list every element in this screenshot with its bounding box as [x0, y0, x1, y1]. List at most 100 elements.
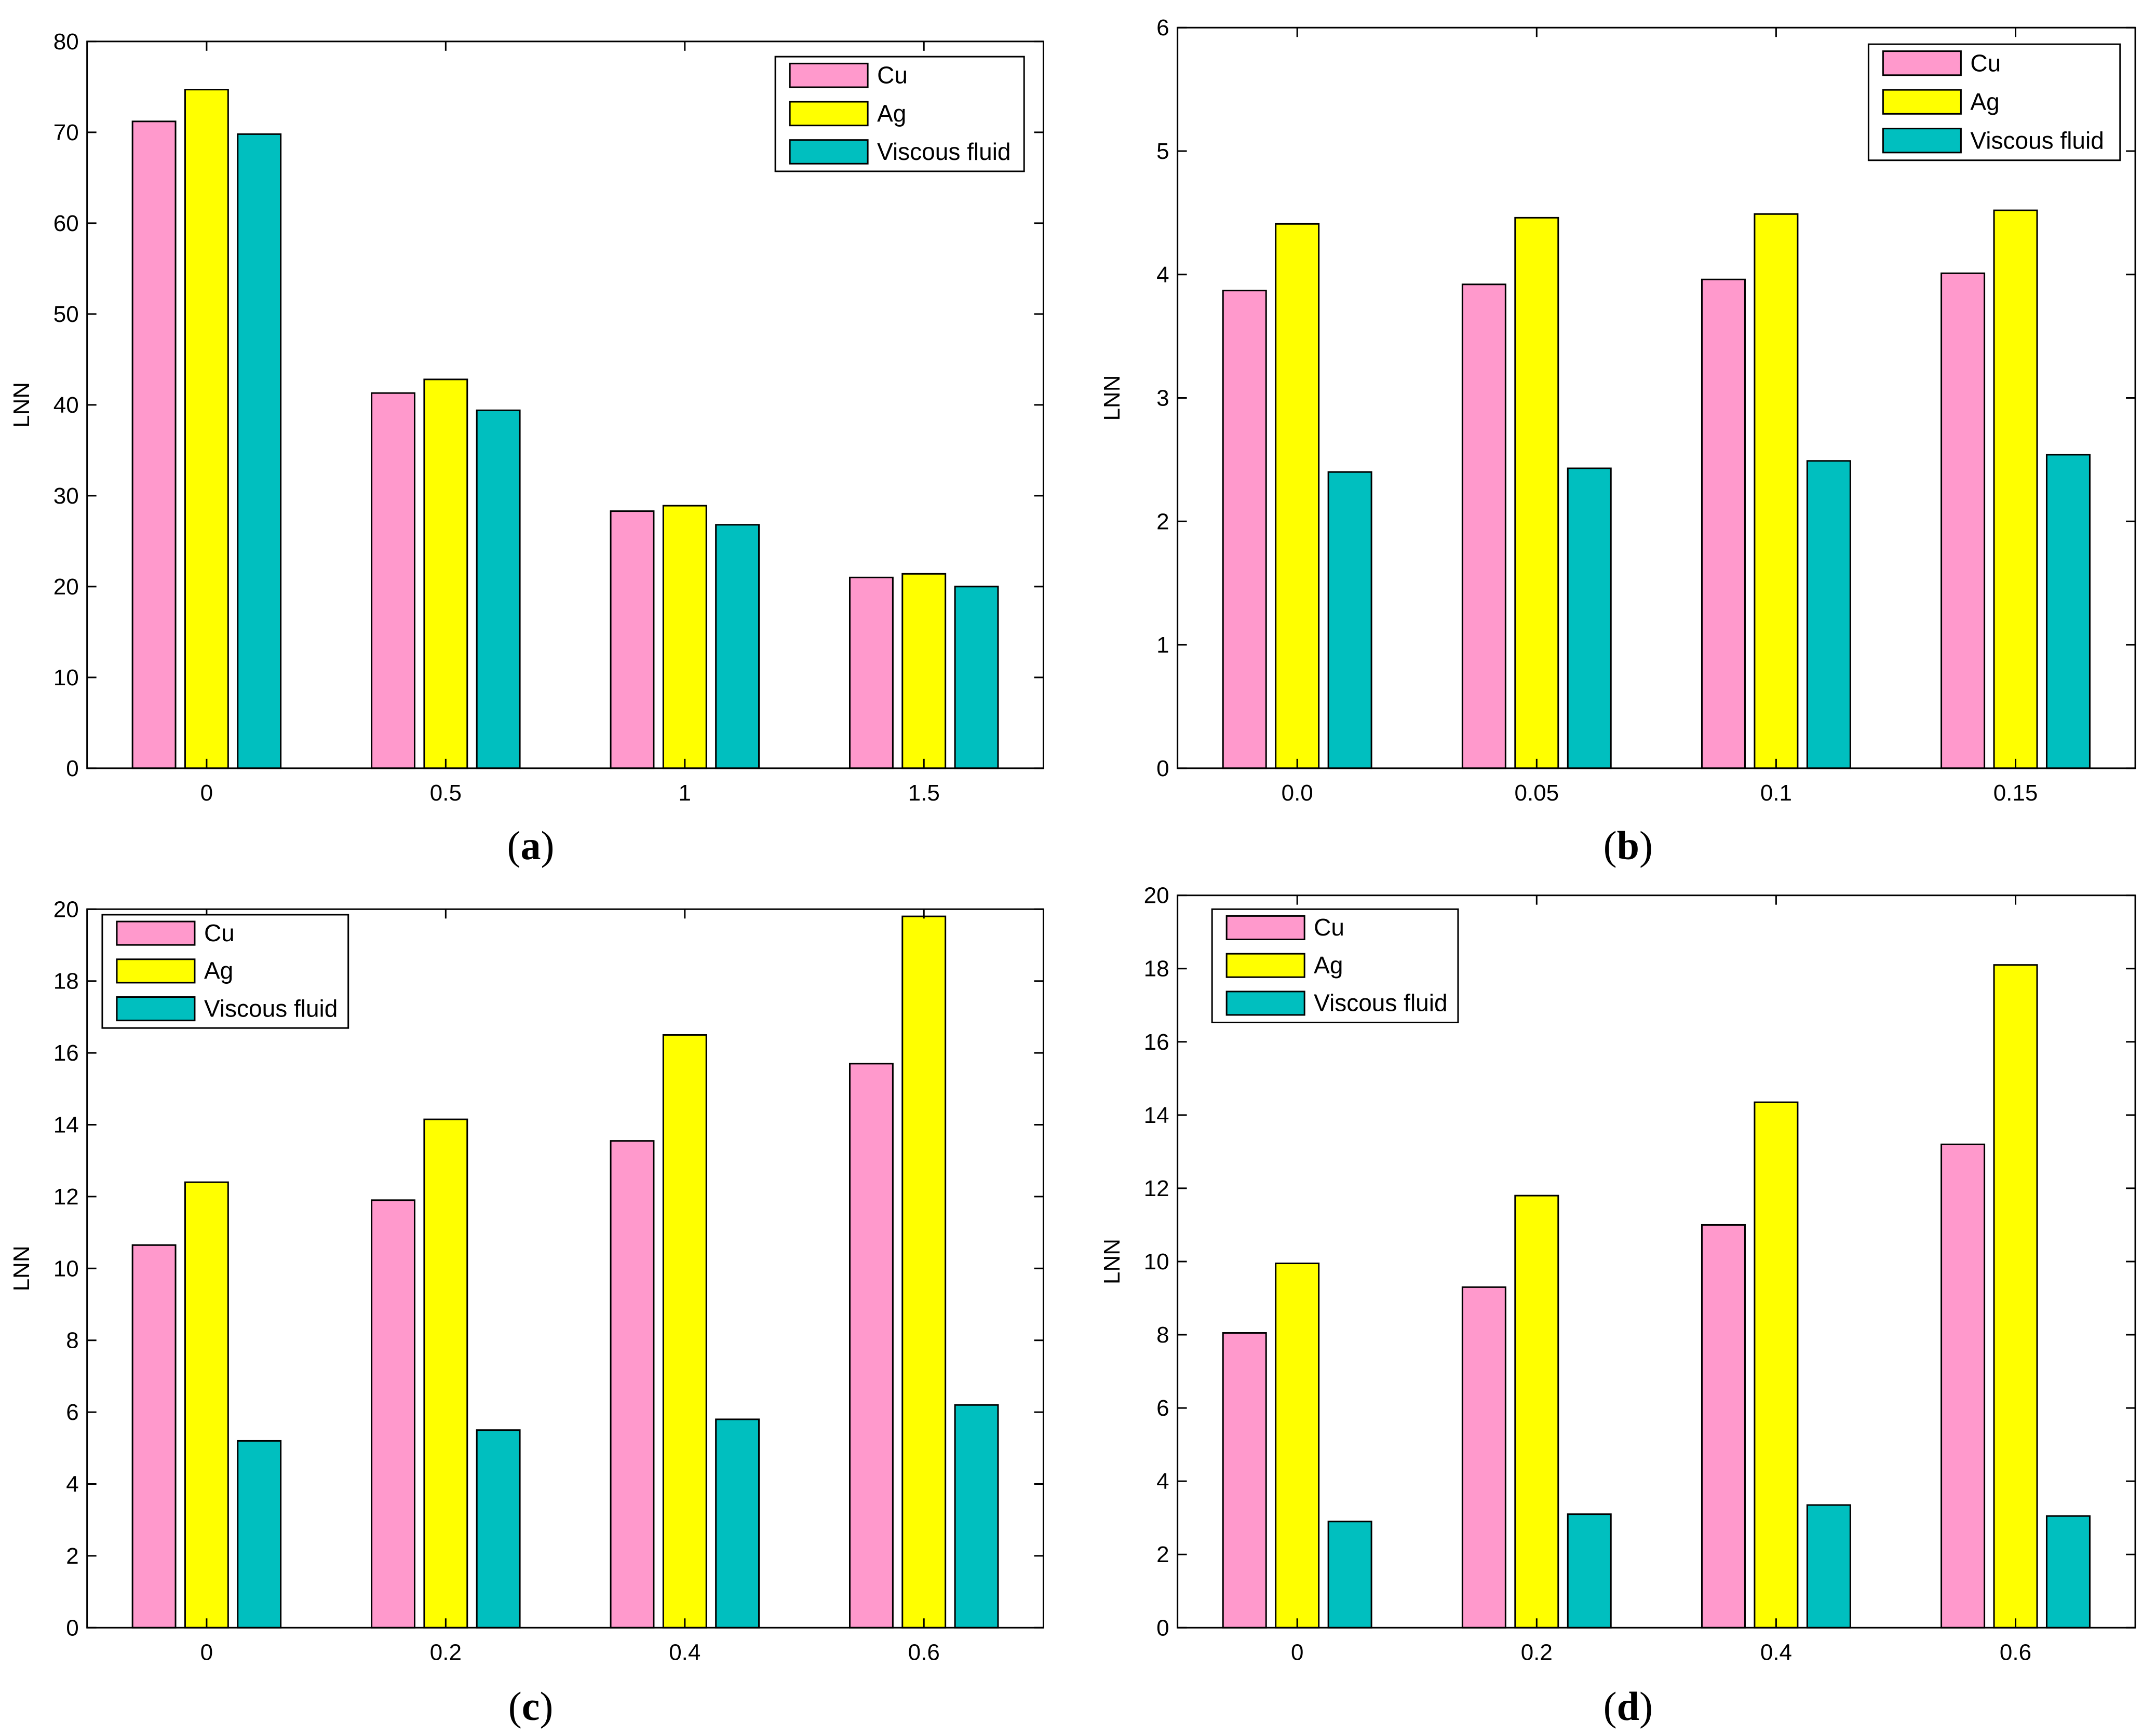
legend-label-viscous-fluid: Viscous fluid [877, 138, 1010, 165]
panel-caption: (a) [507, 823, 555, 868]
bar-cu-0.15 [1941, 272, 1986, 769]
y-tick-label: 0 [1156, 1615, 1169, 1641]
panel-caption: (b) [1603, 823, 1653, 868]
y-tick-label: 10 [53, 1256, 79, 1281]
y-tick-label: 4 [1156, 1469, 1169, 1494]
bar-viscous-fluid-0.4 [1806, 1504, 1851, 1629]
y-tick-label: 50 [53, 302, 79, 327]
legend-label-ag: Ag [1314, 952, 1343, 979]
bar-ag-0.15 [1993, 209, 2038, 769]
bar-viscous-fluid-0.0 [1327, 471, 1372, 769]
legend-label-viscous-fluid: Viscous fluid [1970, 127, 2104, 154]
bar-viscous-fluid-0 [237, 133, 282, 769]
y-tick-label: 14 [1144, 1103, 1169, 1128]
x-tick-label: 0.6 [2000, 1639, 2031, 1665]
bar-cu-1.5 [849, 576, 894, 769]
bar-cu-0.4 [610, 1140, 655, 1629]
panel-caption: (d) [1603, 1684, 1653, 1729]
bar-ag-0.2 [423, 1118, 468, 1629]
y-tick-label: 14 [53, 1112, 79, 1137]
bar-cu-0.2 [1461, 1286, 1506, 1629]
x-tick-label: 0.15 [1993, 780, 2038, 806]
chart-panel-c: 0 2 4 6 8 10 12 14 16 18 20 0 0.2 0.4 0.6 LNN Cu Ag Viscou… [9, 897, 1044, 1729]
bar-cu-0 [131, 120, 177, 769]
x-tick-label: 0.5 [430, 780, 462, 806]
bar-ag-0.4 [662, 1034, 707, 1629]
legend-label-cu: Cu [877, 62, 908, 89]
y-tick-label: 10 [53, 665, 79, 690]
legend-label-ag: Ag [1970, 88, 1999, 115]
bar-ag-0.6 [1993, 964, 2038, 1629]
bar-cu-1 [610, 510, 655, 769]
bar-ag-1.5 [901, 573, 947, 769]
bar-ag-1 [662, 505, 707, 769]
y-tick-label: 18 [53, 969, 79, 994]
bar-ag-0.05 [1514, 216, 1559, 769]
x-tick-label: 0.4 [669, 1639, 700, 1665]
y-tick-label: 60 [53, 211, 79, 236]
legend-swatch-viscous-fluid [789, 139, 869, 165]
bar-viscous-fluid-0.15 [2045, 454, 2091, 769]
legend: Cu Ag Viscous fluid [1211, 908, 1459, 1024]
bar-viscous-fluid-0.6 [954, 1404, 999, 1629]
legend-label-cu: Cu [1970, 49, 2001, 76]
bar-viscous-fluid-0.1 [1806, 460, 1851, 769]
bar-viscous-fluid-0.4 [715, 1418, 760, 1629]
chart-panel-b: 0 1 2 3 4 5 6 0.0 0.05 0.1 0.15 LNN Cu Ag Viscous flui… [1099, 15, 2136, 868]
bar-cu-0 [1222, 1332, 1267, 1629]
bar-viscous-fluid-1.5 [954, 586, 999, 769]
bar-cu-0 [131, 1244, 177, 1629]
y-tick-label: 8 [66, 1328, 78, 1353]
y-axis-label: LNN [1099, 1239, 1125, 1284]
bar-viscous-fluid-0 [237, 1440, 282, 1629]
bar-ag-0 [1275, 1263, 1320, 1629]
x-tick-label: 0 [1291, 1639, 1303, 1665]
y-axis-label: LNN [1099, 375, 1125, 421]
bar-cu-0.6 [849, 1063, 894, 1629]
bar-viscous-fluid-1 [715, 524, 760, 769]
legend: Cu Ag Viscous fluid [101, 914, 349, 1029]
bar-viscous-fluid-0.5 [476, 409, 521, 769]
y-tick-label: 18 [1144, 956, 1169, 982]
y-tick-label: 5 [1156, 139, 1169, 164]
legend-swatch-cu [1225, 915, 1305, 940]
bar-viscous-fluid-0.2 [1567, 1513, 1612, 1629]
y-axis-label: LNN [9, 382, 34, 428]
x-tick-label: 0 [200, 780, 213, 806]
legend-label-cu: Cu [1314, 914, 1344, 941]
legend: Cu Ag Viscous fluid [774, 56, 1025, 172]
legend-swatch-ag [1882, 89, 1962, 115]
legend-label-cu: Cu [204, 919, 235, 946]
x-tick-label: 0.2 [1521, 1639, 1553, 1665]
bar-viscous-fluid-0.05 [1567, 467, 1612, 769]
y-tick-label: 20 [53, 897, 79, 922]
legend-swatch-viscous-fluid [1882, 128, 1962, 154]
y-tick-label: 2 [1156, 1542, 1169, 1567]
bar-ag-0.2 [1514, 1195, 1559, 1629]
y-tick-label: 4 [1156, 262, 1169, 288]
y-tick-label: 4 [66, 1471, 78, 1497]
y-tick-label: 0 [66, 756, 78, 781]
y-tick-label: 10 [1144, 1249, 1169, 1275]
legend: Cu Ag Viscous fluid [1867, 43, 2121, 161]
bar-ag-0.6 [901, 915, 947, 1629]
panel-caption: (c) [508, 1684, 554, 1729]
y-tick-label: 2 [66, 1543, 78, 1569]
bar-cu-0.0 [1222, 290, 1267, 769]
x-tick-label: 0.0 [1282, 780, 1313, 806]
bar-ag-0 [184, 1181, 229, 1629]
y-tick-label: 12 [1144, 1176, 1169, 1201]
y-axis-label: LNN [9, 1245, 34, 1291]
legend-label-viscous-fluid: Viscous fluid [204, 995, 338, 1022]
legend-swatch-cu [789, 62, 869, 88]
chart-panel-d: 0 2 4 6 8 10 12 14 16 18 20 0 0.2 0.4 0.6 LNN Cu Ag Viscou… [1099, 883, 2136, 1729]
bar-cu-0.1 [1701, 278, 1746, 769]
y-tick-label: 20 [1144, 883, 1169, 909]
bar-ag-0.1 [1754, 213, 1799, 769]
y-tick-label: 80 [53, 29, 79, 55]
x-tick-label: 0.6 [908, 1639, 940, 1665]
legend-swatch-cu [1882, 50, 1962, 76]
x-tick-label: 1 [679, 780, 691, 806]
bar-viscous-fluid-0.6 [2045, 1515, 2091, 1629]
